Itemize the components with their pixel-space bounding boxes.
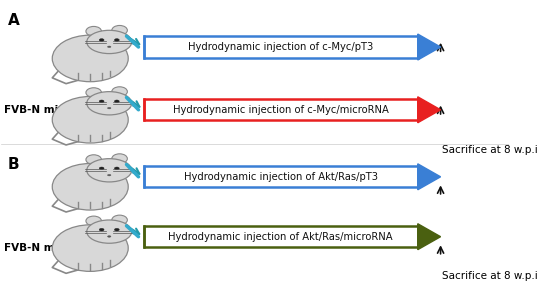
- Polygon shape: [418, 34, 441, 60]
- Bar: [144, 99, 418, 120]
- Ellipse shape: [99, 228, 104, 231]
- Ellipse shape: [52, 96, 128, 143]
- Text: A: A: [8, 13, 19, 28]
- Ellipse shape: [52, 225, 128, 271]
- Ellipse shape: [112, 154, 128, 164]
- Ellipse shape: [86, 26, 101, 36]
- Text: Hydrodynamic injection of Akt/Ras/pT3: Hydrodynamic injection of Akt/Ras/pT3: [184, 172, 378, 182]
- Ellipse shape: [52, 164, 128, 210]
- Text: Sacrifice at 8 w.p.i: Sacrifice at 8 w.p.i: [442, 271, 538, 281]
- Bar: [144, 166, 418, 187]
- Ellipse shape: [86, 216, 101, 226]
- Ellipse shape: [112, 87, 128, 96]
- Text: Hydrodynamic injection of c-Myc/microRNA: Hydrodynamic injection of c-Myc/microRNA: [173, 105, 389, 115]
- Polygon shape: [418, 97, 441, 123]
- Ellipse shape: [52, 35, 128, 82]
- Text: Sacrifice at 8 w.p.i: Sacrifice at 8 w.p.i: [442, 145, 538, 156]
- Ellipse shape: [87, 220, 131, 243]
- Ellipse shape: [87, 159, 131, 182]
- Polygon shape: [418, 224, 441, 250]
- Text: FVB-N mice: FVB-N mice: [4, 243, 72, 253]
- Bar: [144, 226, 418, 247]
- Ellipse shape: [114, 167, 119, 170]
- Ellipse shape: [114, 100, 119, 103]
- Ellipse shape: [87, 30, 131, 54]
- Ellipse shape: [86, 88, 101, 97]
- Ellipse shape: [107, 46, 111, 48]
- Ellipse shape: [114, 39, 119, 41]
- Ellipse shape: [112, 25, 128, 35]
- Ellipse shape: [112, 215, 128, 225]
- Ellipse shape: [99, 167, 104, 170]
- Text: Hydrodynamic injection of c-Myc/pT3: Hydrodynamic injection of c-Myc/pT3: [188, 42, 373, 52]
- Bar: [144, 36, 418, 58]
- Ellipse shape: [99, 39, 104, 41]
- Text: B: B: [8, 157, 19, 172]
- Text: Hydrodynamic injection of Akt/Ras/microRNA: Hydrodynamic injection of Akt/Ras/microR…: [168, 232, 393, 242]
- Ellipse shape: [86, 155, 101, 164]
- Ellipse shape: [107, 107, 111, 109]
- Ellipse shape: [99, 100, 104, 103]
- Ellipse shape: [87, 92, 131, 115]
- Polygon shape: [418, 164, 441, 190]
- Ellipse shape: [107, 174, 111, 176]
- Ellipse shape: [114, 228, 119, 231]
- Ellipse shape: [107, 236, 111, 237]
- Text: FVB-N mice: FVB-N mice: [4, 105, 72, 115]
